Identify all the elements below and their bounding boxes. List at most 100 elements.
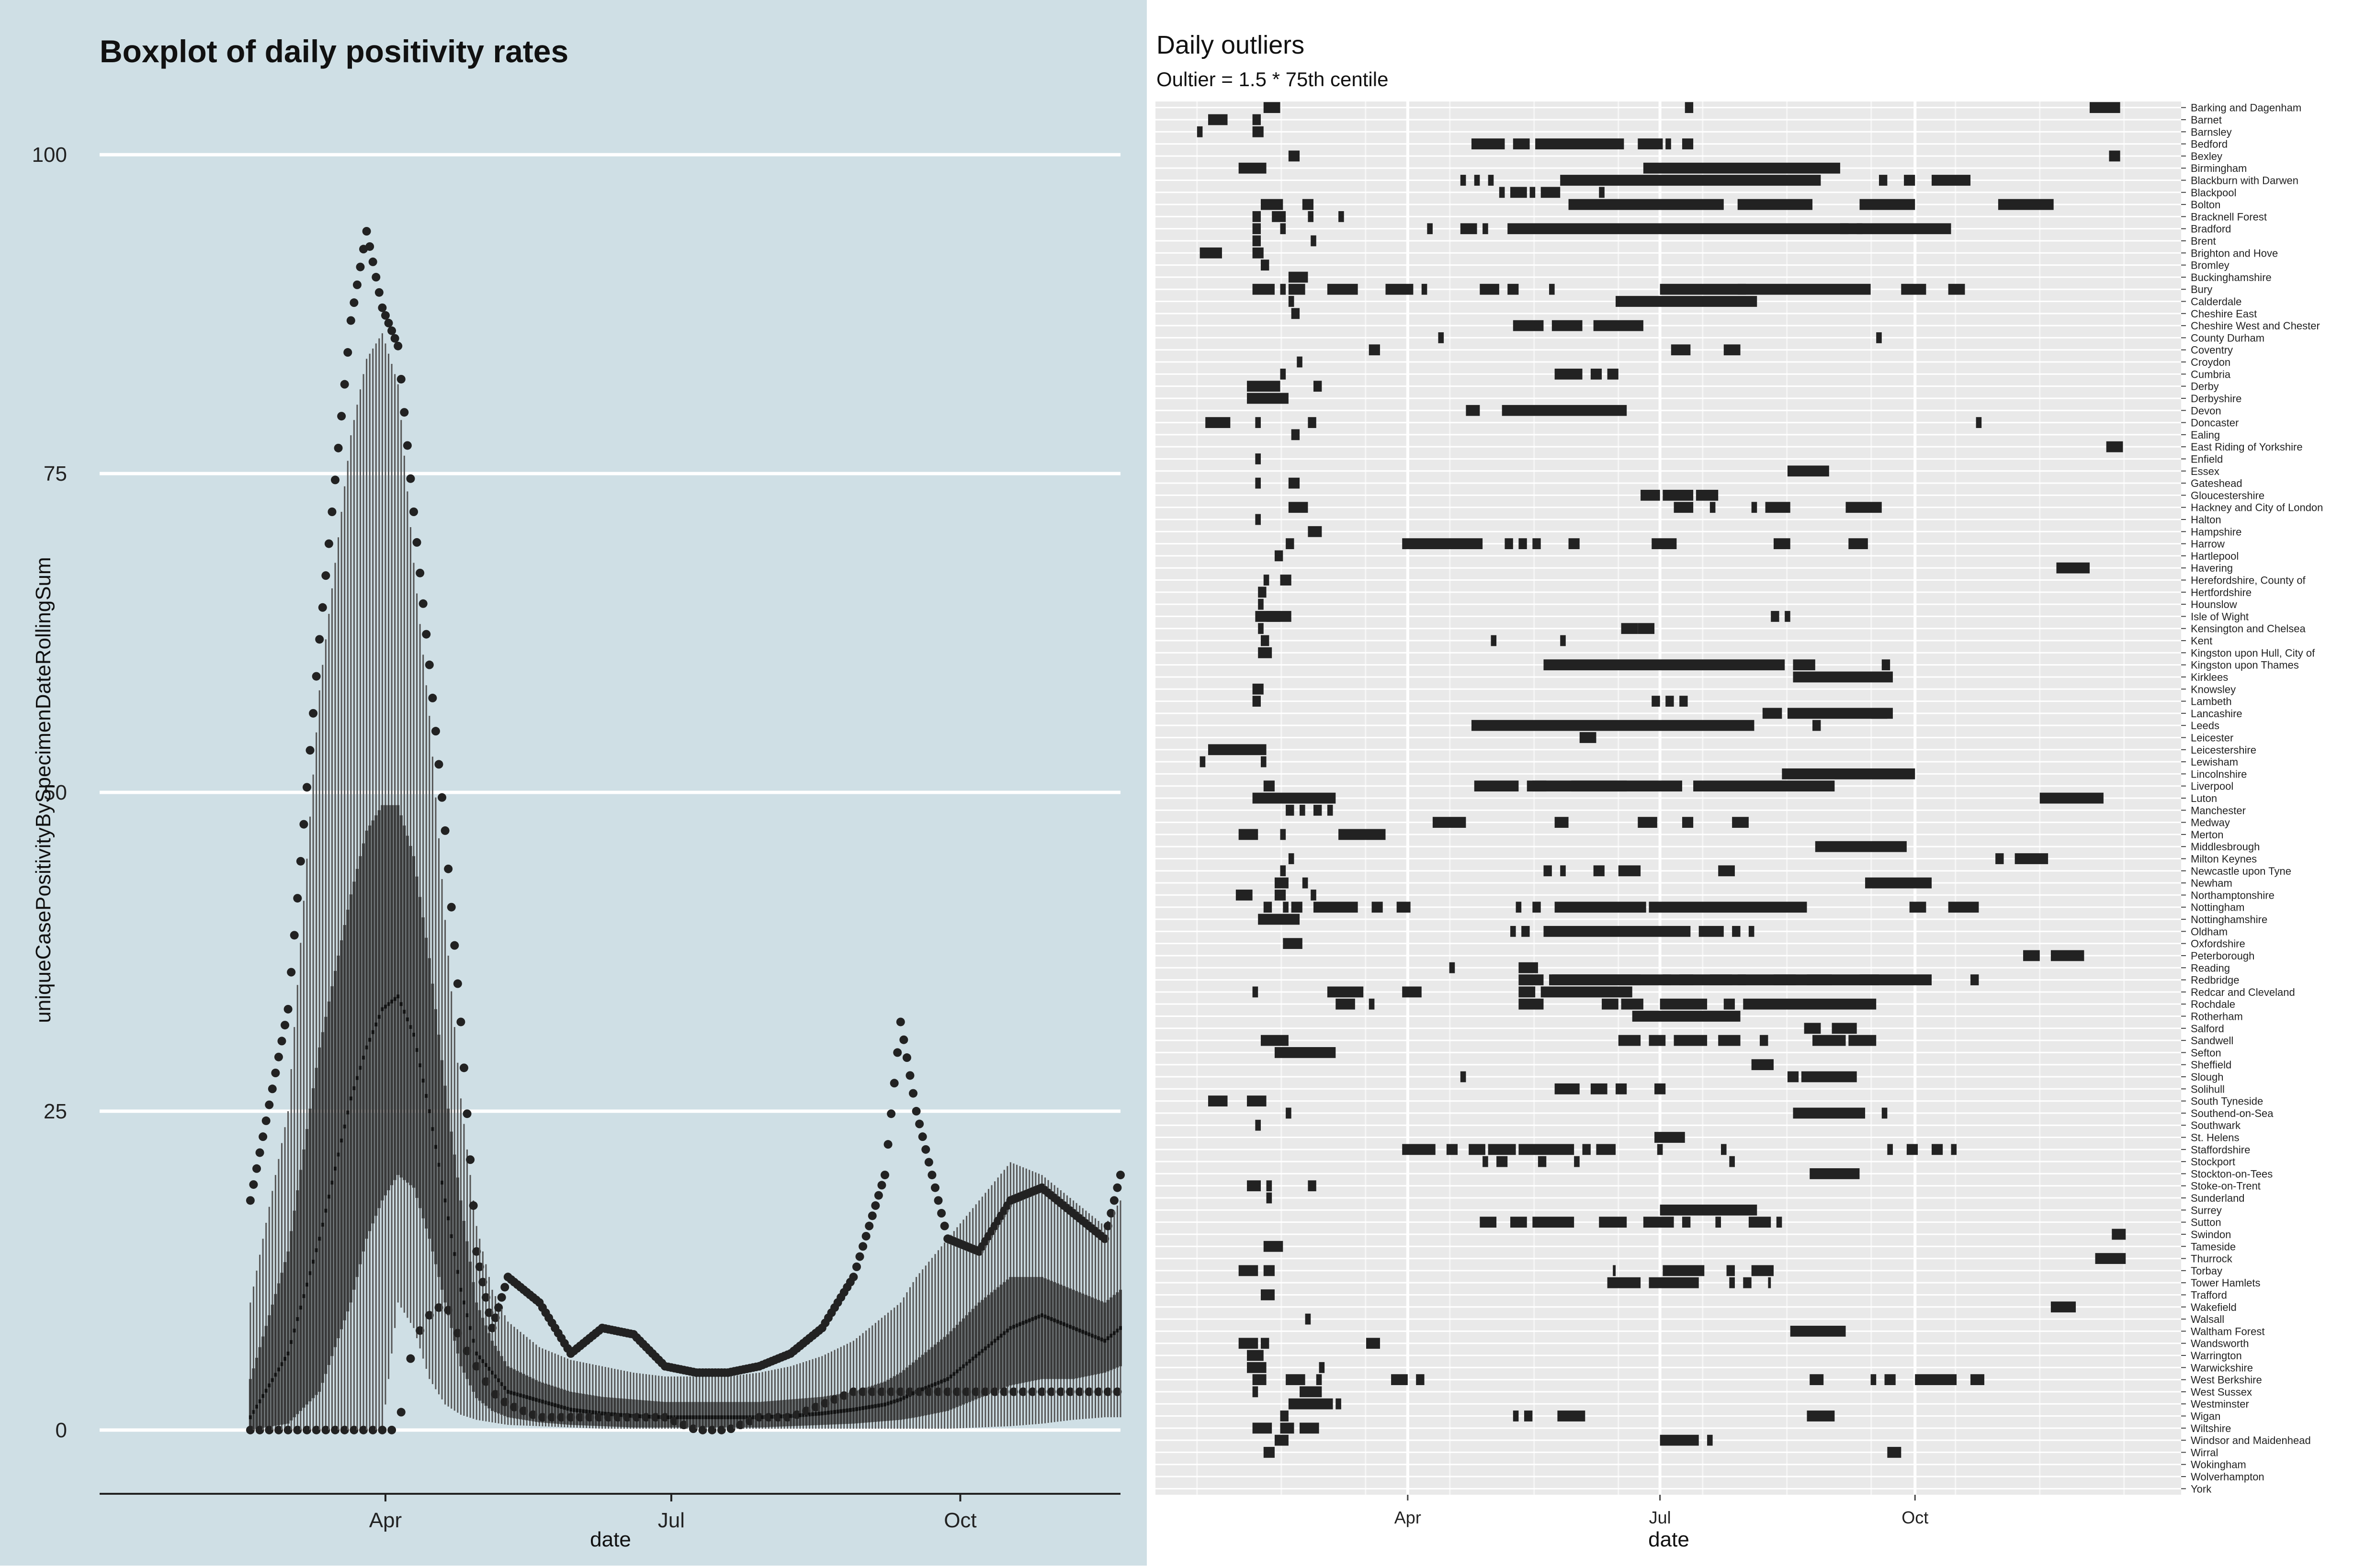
outlier-range bbox=[1488, 175, 1494, 186]
outlier-point bbox=[340, 1425, 349, 1434]
median-mark bbox=[346, 1110, 350, 1115]
box bbox=[695, 1402, 698, 1428]
outlier-range bbox=[1649, 1035, 1666, 1046]
outlier-range bbox=[1313, 804, 1322, 816]
box bbox=[399, 815, 403, 1178]
outlier-point bbox=[472, 1247, 481, 1256]
median-mark bbox=[679, 1415, 682, 1420]
outlier-range bbox=[1787, 708, 1893, 719]
category-label: Harrow bbox=[2191, 538, 2225, 550]
median-mark bbox=[450, 1234, 453, 1238]
category-label: Swindon bbox=[2191, 1229, 2231, 1241]
category-label: Oxfordshire bbox=[2191, 938, 2245, 950]
outlier-range bbox=[1255, 477, 1261, 489]
y-tick-label: 0 bbox=[56, 1419, 67, 1442]
outlier-point bbox=[246, 1196, 255, 1205]
outlier-point bbox=[1038, 1387, 1046, 1396]
outlier-point bbox=[902, 1053, 911, 1062]
outlier-range bbox=[1532, 1217, 1574, 1228]
category-label: Redbridge bbox=[2191, 974, 2240, 986]
category-label: Birmingham bbox=[2191, 162, 2247, 174]
median-mark bbox=[377, 1015, 381, 1019]
outlier-range bbox=[1274, 1047, 1336, 1058]
median-mark bbox=[977, 1352, 981, 1355]
outlier-range bbox=[1812, 720, 1821, 731]
box bbox=[789, 1399, 792, 1426]
outlier-point bbox=[491, 1313, 500, 1322]
outlier-range bbox=[1760, 1035, 1768, 1046]
median-mark bbox=[965, 1362, 968, 1366]
outlier-range bbox=[1238, 1265, 1258, 1276]
median-mark bbox=[412, 1033, 415, 1037]
outlier-range bbox=[1579, 732, 1596, 743]
outlier-point bbox=[394, 341, 403, 350]
median-mark bbox=[563, 1406, 566, 1410]
outlier-range bbox=[1313, 381, 1322, 392]
outlier-range bbox=[1208, 114, 1228, 125]
box bbox=[607, 1397, 610, 1427]
median-mark bbox=[290, 1340, 293, 1344]
median-mark bbox=[591, 1410, 594, 1414]
category-label: Warrington bbox=[2191, 1350, 2242, 1362]
outlier-range bbox=[1732, 925, 1741, 937]
outlier-range bbox=[1421, 283, 1427, 295]
outlier-range bbox=[1274, 877, 1289, 889]
outlier-range bbox=[1582, 1144, 1591, 1155]
outlier-point bbox=[290, 931, 299, 940]
outlier-range bbox=[1263, 575, 1269, 586]
box bbox=[651, 1401, 654, 1428]
median-mark bbox=[271, 1378, 274, 1382]
outlier-range bbox=[1300, 1386, 1322, 1398]
box bbox=[443, 1085, 447, 1303]
category-label: Newham bbox=[2191, 877, 2232, 889]
outlier-range bbox=[1652, 538, 1677, 549]
median-mark bbox=[481, 1359, 485, 1363]
median-mark bbox=[902, 1396, 905, 1400]
outlier-range bbox=[1599, 1217, 1627, 1228]
median-mark bbox=[984, 1346, 987, 1351]
median-mark bbox=[811, 1412, 815, 1416]
median-mark bbox=[912, 1391, 915, 1396]
box bbox=[352, 881, 356, 1290]
median-mark bbox=[604, 1411, 607, 1416]
category-label: Blackburn with Darwen bbox=[2191, 174, 2298, 186]
outlier-range bbox=[1483, 1156, 1488, 1167]
box bbox=[780, 1400, 783, 1427]
outlier-range bbox=[1466, 405, 1480, 416]
outlier-range bbox=[1507, 283, 1519, 295]
median-mark bbox=[337, 1152, 340, 1157]
median-mark bbox=[255, 1404, 258, 1409]
outlier-point bbox=[274, 1052, 283, 1061]
box bbox=[736, 1402, 739, 1428]
outlier-range bbox=[1272, 211, 1286, 222]
outlier-point bbox=[488, 1323, 497, 1332]
category-label: Torbay bbox=[2191, 1265, 2222, 1277]
category-label: Barnsley bbox=[2191, 126, 2232, 138]
median-mark bbox=[456, 1270, 459, 1274]
median-mark bbox=[600, 1411, 604, 1416]
median-mark bbox=[839, 1409, 843, 1413]
box bbox=[280, 1273, 283, 1425]
median-mark bbox=[1003, 1331, 1006, 1335]
outlier-range bbox=[1483, 223, 1488, 235]
boxplot-title: Boxplot of daily positivity rates bbox=[100, 34, 568, 69]
outlier-point bbox=[924, 1158, 933, 1167]
box bbox=[1034, 1277, 1037, 1380]
outlier-range bbox=[1460, 1071, 1466, 1083]
outlier-range bbox=[1593, 320, 1643, 331]
category-label: Salford bbox=[2191, 1023, 2224, 1035]
outlier-point bbox=[406, 1354, 415, 1363]
category-label: Wolverhampton bbox=[2191, 1471, 2264, 1483]
outlier-point bbox=[331, 1425, 340, 1434]
median-mark bbox=[296, 1317, 299, 1321]
box bbox=[1031, 1277, 1034, 1381]
median-mark bbox=[327, 1195, 330, 1199]
median-mark bbox=[330, 1181, 334, 1185]
outlier-range bbox=[1255, 453, 1261, 464]
outlier-range bbox=[1793, 1107, 1866, 1119]
box bbox=[1084, 1295, 1087, 1376]
outlier-range bbox=[1554, 817, 1569, 828]
median-mark bbox=[861, 1406, 865, 1410]
box bbox=[1019, 1277, 1022, 1384]
box bbox=[462, 1220, 465, 1373]
